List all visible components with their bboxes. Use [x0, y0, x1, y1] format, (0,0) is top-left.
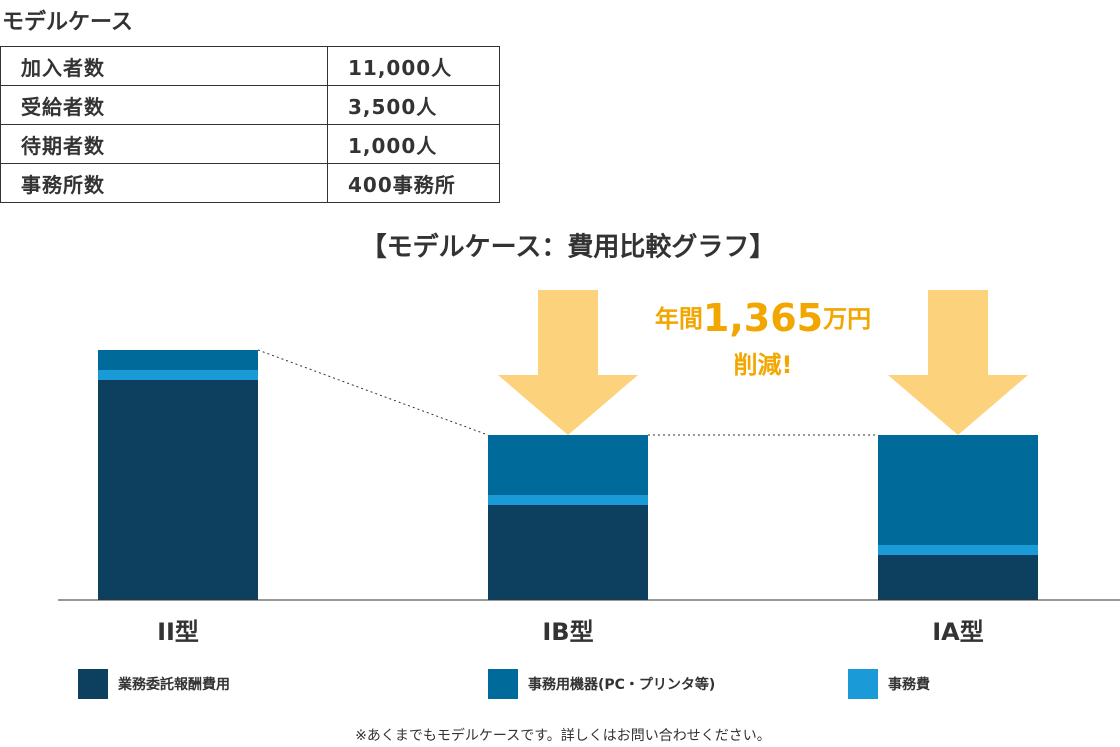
cell: 事務所数 [0, 163, 328, 203]
annotation-prefix: 年間 [655, 305, 703, 333]
legend-label: 事務費 [888, 676, 930, 693]
annotation-line2: 削減! [734, 351, 793, 379]
cell: 3,500人 [327, 85, 500, 125]
x-tick-label: IB型 [542, 618, 593, 646]
row: 事務所数 400事務所 [0, 163, 500, 203]
arrow [888, 290, 1028, 435]
arrow [498, 290, 638, 435]
model-table: 加入者数 11,000人 受給者数 3,500人 待期者数 1,000人 事務所数 40… [0, 46, 500, 203]
bar-segment [878, 555, 1038, 600]
x-tick-label: IA型 [932, 618, 984, 646]
bar-segment [488, 435, 648, 495]
bar-segment [98, 350, 258, 370]
heading: モデルケース [2, 10, 133, 35]
bar-segment [878, 545, 1038, 555]
legend-label: 事務用機器(PC・プリンタ等) [528, 676, 715, 693]
cell: 400事務所 [327, 163, 500, 203]
bar-segment [488, 505, 648, 600]
bar-segment [488, 495, 648, 505]
row: 受給者数 3,500人 [0, 85, 500, 125]
legend-label: 業務委託報酬費用 [117, 676, 230, 693]
bar-segment [98, 370, 258, 380]
bar-segment [98, 380, 258, 600]
chart-title: 【モデルケース：費用比較グラフ】 [361, 232, 776, 263]
cell: 1,000人 [327, 124, 500, 164]
row: 待期者数 1,000人 [0, 124, 500, 164]
bar-segment [878, 435, 1038, 545]
connector [257, 349, 489, 436]
cell: 受給者数 [0, 85, 328, 125]
cell: 加入者数 [0, 46, 328, 86]
legend-swatch [848, 669, 878, 699]
legend-swatch [488, 669, 518, 699]
legend-swatch [78, 669, 108, 699]
cell: 待期者数 [0, 124, 328, 164]
annotation: 年間1,365万円 [655, 296, 871, 340]
x-tick-label: II型 [157, 618, 199, 646]
annotation-amount: 1,365 [703, 296, 823, 340]
footnote: ※あくまでもモデルケースです。詳しくはお問い合わせください。 [355, 727, 771, 744]
annotation-suffix: 万円 [823, 305, 871, 333]
